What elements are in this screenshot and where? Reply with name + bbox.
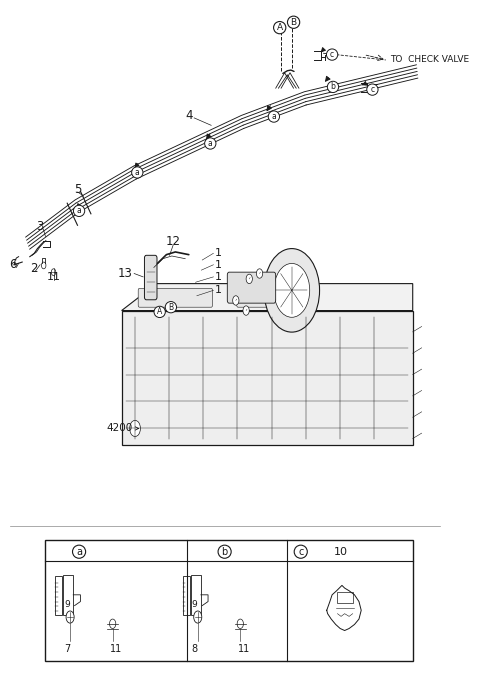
Text: 5: 5: [74, 183, 82, 196]
Circle shape: [264, 248, 320, 332]
FancyBboxPatch shape: [144, 255, 157, 300]
Circle shape: [274, 263, 310, 317]
Text: c: c: [371, 85, 374, 94]
Circle shape: [194, 611, 202, 623]
FancyBboxPatch shape: [237, 288, 311, 307]
Text: a: a: [272, 112, 276, 121]
Circle shape: [41, 262, 46, 269]
FancyBboxPatch shape: [63, 574, 73, 615]
Text: B: B: [290, 18, 297, 27]
Circle shape: [256, 269, 263, 278]
Circle shape: [237, 619, 243, 628]
Text: 4200: 4200: [107, 423, 133, 433]
Text: 11: 11: [238, 644, 250, 653]
FancyBboxPatch shape: [183, 576, 190, 615]
FancyBboxPatch shape: [228, 272, 276, 303]
Text: a: a: [76, 547, 82, 557]
Text: a: a: [135, 168, 140, 177]
Text: TO  CHECK VALVE: TO CHECK VALVE: [390, 55, 469, 65]
Text: 4: 4: [185, 109, 192, 121]
FancyBboxPatch shape: [121, 310, 413, 446]
Text: 8: 8: [192, 644, 198, 653]
Text: 13: 13: [118, 267, 133, 280]
FancyBboxPatch shape: [138, 288, 213, 307]
Text: 11: 11: [47, 272, 60, 282]
Text: 11: 11: [110, 644, 122, 653]
Circle shape: [109, 619, 116, 628]
Text: b: b: [221, 547, 228, 557]
Text: a: a: [208, 139, 213, 148]
Text: 12: 12: [166, 236, 180, 248]
Circle shape: [66, 611, 74, 623]
Text: 7: 7: [64, 644, 70, 653]
Text: 2: 2: [31, 262, 38, 275]
Text: A: A: [276, 23, 283, 32]
FancyBboxPatch shape: [46, 539, 413, 661]
Circle shape: [51, 269, 56, 275]
Text: 3: 3: [36, 220, 44, 233]
Polygon shape: [121, 284, 413, 310]
Circle shape: [233, 296, 239, 305]
Circle shape: [246, 274, 252, 284]
Text: c: c: [298, 547, 303, 557]
Text: A: A: [157, 307, 162, 317]
Text: B: B: [168, 302, 173, 312]
Text: c: c: [330, 50, 334, 59]
Text: 1: 1: [215, 286, 221, 296]
Text: b: b: [331, 82, 336, 91]
FancyBboxPatch shape: [337, 592, 353, 603]
Text: 6: 6: [10, 259, 17, 271]
Text: 1: 1: [215, 260, 221, 270]
Text: 10: 10: [334, 547, 348, 557]
Text: 9: 9: [64, 601, 70, 610]
Circle shape: [243, 306, 249, 315]
Text: 1: 1: [215, 248, 221, 259]
FancyBboxPatch shape: [191, 574, 201, 615]
Text: 9: 9: [192, 601, 197, 610]
Circle shape: [130, 421, 141, 437]
Text: a: a: [77, 207, 82, 215]
FancyBboxPatch shape: [55, 576, 62, 615]
Text: 1: 1: [215, 272, 221, 282]
